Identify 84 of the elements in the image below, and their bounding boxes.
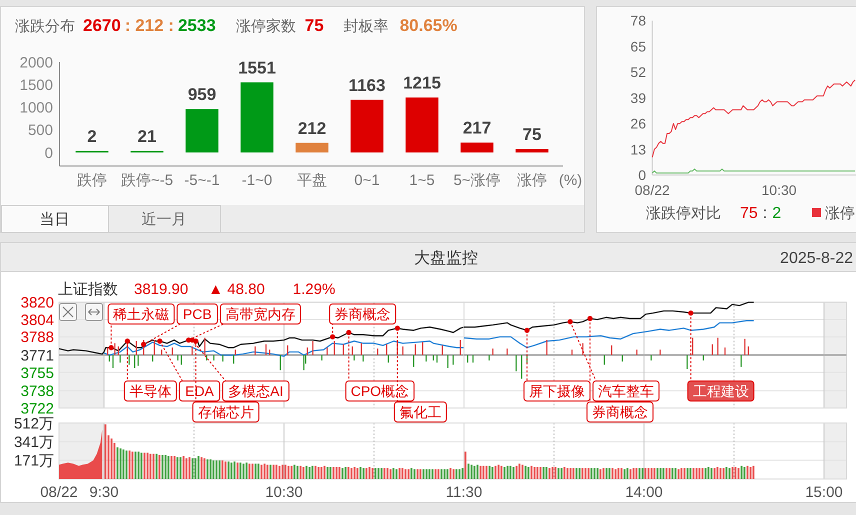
- text: 3819.90: [134, 281, 188, 298]
- annotation: 多模态AI: [228, 383, 284, 399]
- data-label: 1551: [238, 58, 276, 78]
- y-tick-label: 341万: [14, 434, 54, 452]
- x-tick-label: -5~-1: [184, 172, 220, 189]
- annotation: 工程建设: [692, 383, 749, 399]
- y-tick-label: 52: [630, 64, 646, 80]
- x-tick-label: 08/22: [634, 182, 670, 198]
- x-axis-title: (%): [558, 172, 582, 189]
- annotation: 氟化工: [399, 404, 442, 420]
- text: : 212 :: [124, 16, 174, 35]
- data-label: 2: [87, 126, 97, 146]
- text: 1.29%: [292, 281, 336, 298]
- text: 涨跌停对比: [646, 205, 721, 222]
- chart-title: 涨跌分布: [15, 18, 75, 35]
- text: ▲ 48.80: [208, 281, 265, 298]
- y-tick-label: 3722: [20, 400, 54, 418]
- x-tick-label: 1~5: [409, 172, 435, 189]
- text: 2670: [83, 16, 121, 35]
- y-tick-label: 3788: [20, 329, 54, 346]
- annotation: EDA: [185, 383, 215, 399]
- y-tick-label: 26: [630, 116, 646, 132]
- data-label: 21: [138, 126, 156, 146]
- legend-label: 涨停: [825, 205, 855, 222]
- data-label: 1163: [348, 76, 386, 95]
- text: 涨停家数: [236, 18, 296, 35]
- x-tick-label: 9:30: [89, 484, 119, 501]
- y-tick-label: 1000: [20, 100, 53, 117]
- annotation: CPO概念: [350, 383, 410, 399]
- annotation: 半导体: [129, 383, 172, 399]
- data-label: 75: [522, 125, 542, 144]
- x-tick-label: 5~涨停: [453, 172, 501, 189]
- y-tick-label: 0: [638, 167, 646, 184]
- y-tick-label: 3738: [20, 383, 54, 400]
- x-tick-label: 10:30: [762, 182, 797, 198]
- y-tick-label: 3820: [20, 294, 54, 312]
- x-tick-label: 10:30: [265, 484, 303, 501]
- annotation: 券商概念: [592, 404, 648, 420]
- chart-subtitle: 大盘监控: [414, 249, 478, 267]
- data-label: 217: [462, 118, 492, 138]
- annotation: 屏下摄像: [529, 383, 585, 399]
- y-tick-label: 39: [630, 90, 646, 106]
- y-tick-label: 3804: [20, 312, 54, 329]
- data-label: 1215: [403, 73, 441, 92]
- y-tick-label: 3771: [20, 348, 54, 365]
- y-tick-label: 0: [44, 144, 53, 162]
- y-tick-label: 13: [630, 141, 646, 158]
- y-tick-label: 512万: [14, 415, 54, 432]
- text: 75: [740, 205, 758, 222]
- text: 封板率: [344, 18, 389, 35]
- y-tick-label: 65: [630, 38, 646, 54]
- y-tick-label: 78: [630, 12, 646, 29]
- text: 2025-8-22: [780, 250, 854, 267]
- annotation: 券商概念: [334, 306, 391, 322]
- text: 75: [304, 16, 324, 35]
- x-tick-label: 14:00: [625, 484, 663, 501]
- y-tick-label: 3755: [20, 364, 54, 382]
- y-tick-label: 171万: [14, 452, 54, 470]
- y-tick-label: 1500: [20, 77, 53, 94]
- x-tick-label: 15:00: [805, 484, 843, 501]
- text: 2: [772, 205, 782, 222]
- y-tick-label: 500: [28, 122, 53, 140]
- annotation: 汽车整车: [598, 383, 654, 399]
- annotation: 存储芯片: [198, 404, 254, 420]
- x-tick-label: 0~1: [354, 172, 380, 189]
- text: 近一月: [142, 211, 186, 228]
- text: :: [762, 205, 768, 222]
- x-tick-label: 08/22: [40, 484, 78, 501]
- text: 2533: [178, 16, 216, 35]
- data-label: 959: [188, 85, 216, 104]
- x-tick-label: -1~0: [242, 172, 272, 189]
- text: 当日: [40, 211, 70, 228]
- x-tick-label: 涨停: [517, 172, 547, 189]
- y-tick-label: 2000: [20, 54, 53, 72]
- annotation: 稀土永磁: [113, 306, 170, 322]
- annotation: 高带宽内存: [225, 306, 296, 322]
- text: 80.65%: [400, 16, 458, 35]
- x-tick-label: 平盘: [297, 172, 327, 189]
- x-tick-label: 11:30: [446, 484, 482, 501]
- chart-title: 上证指数: [58, 281, 118, 298]
- data-label: 212: [298, 118, 326, 138]
- annotation: PCB: [182, 306, 212, 322]
- x-tick-label: 跌停~-5: [120, 172, 174, 189]
- x-tick-label: 跌停: [77, 172, 107, 189]
